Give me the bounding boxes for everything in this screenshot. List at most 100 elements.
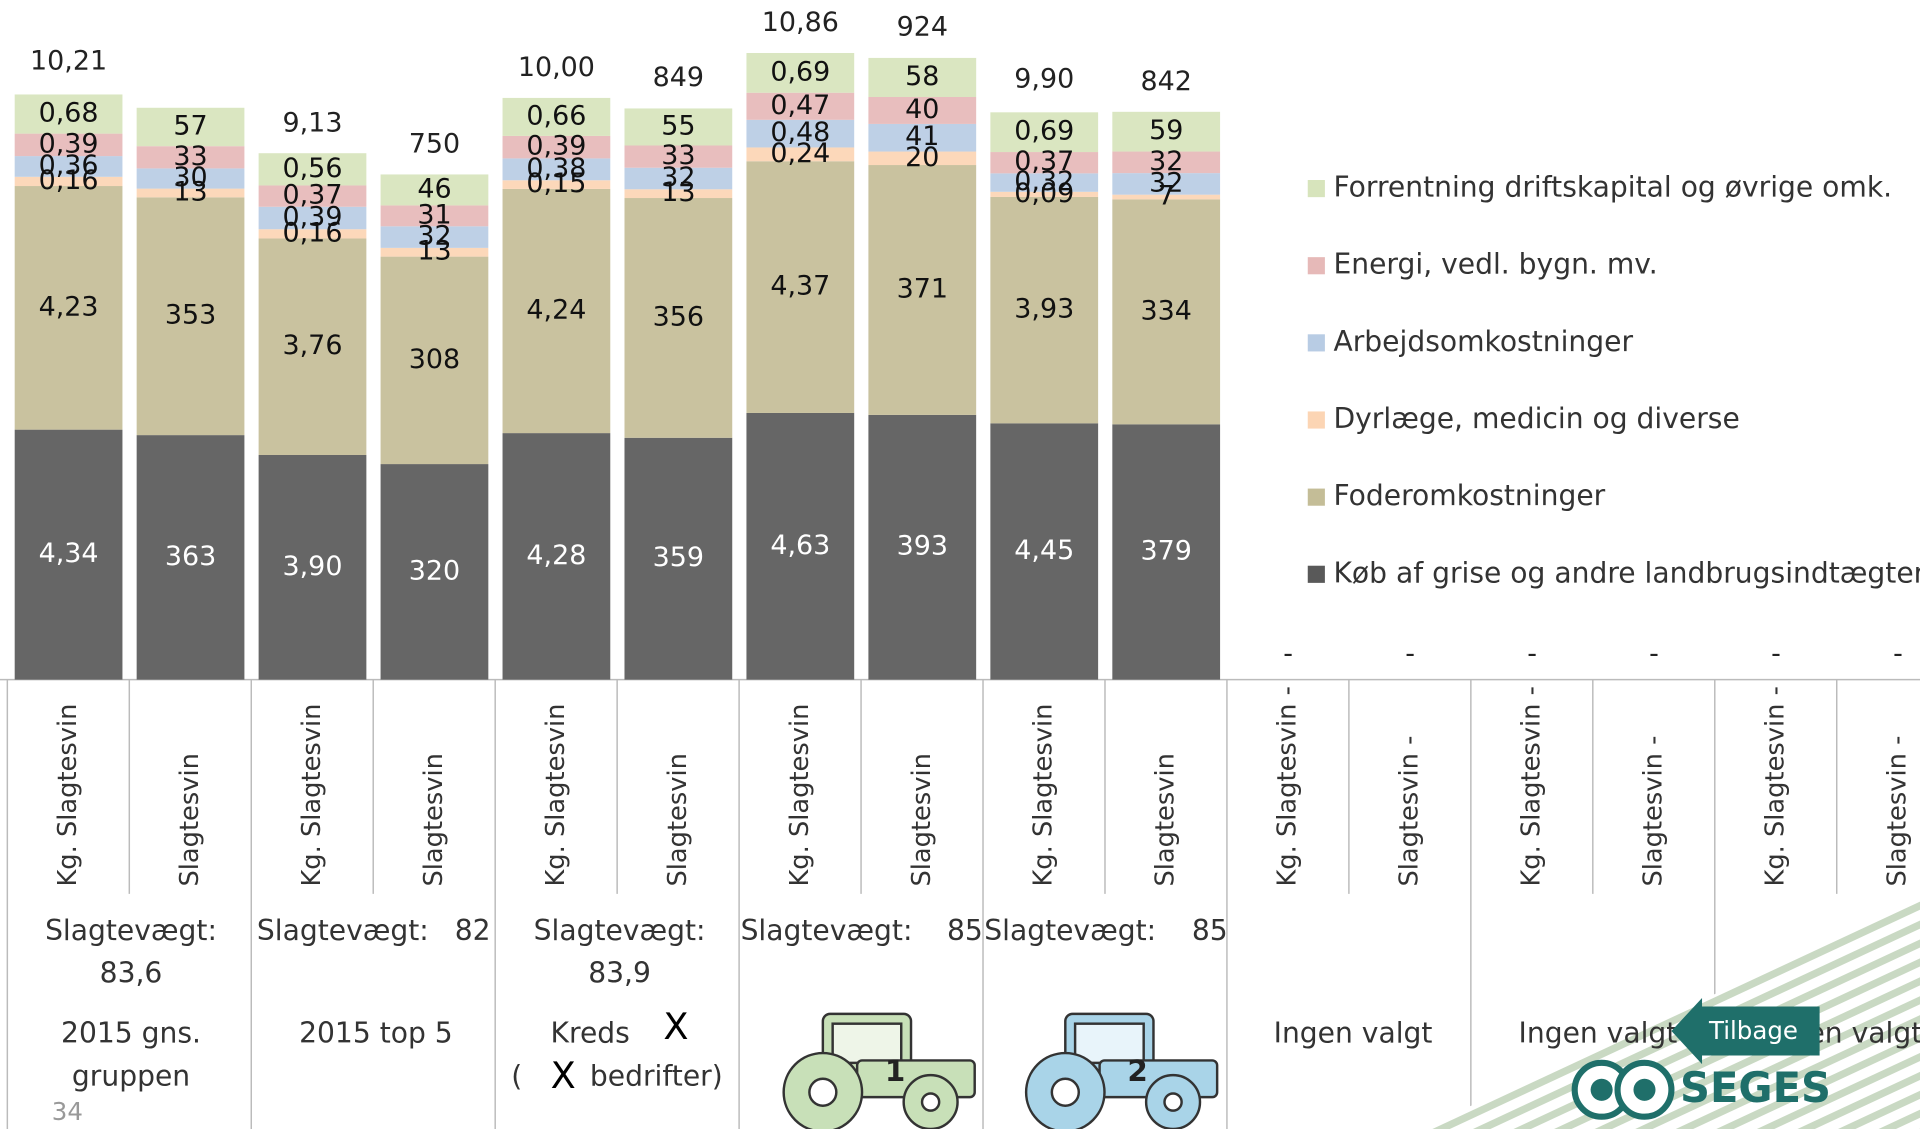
bar-segment [502, 135, 611, 159]
group-weight-label: Slagtevægt: [741, 914, 913, 947]
bar-segment [380, 464, 489, 680]
group-name: Ingen valgt [1519, 1017, 1678, 1050]
bar-segment [624, 198, 733, 438]
group-weight: 85 [1192, 914, 1228, 947]
bar-segment [258, 229, 367, 239]
legend-label: Arbejdsomkostninger [1333, 325, 1633, 358]
x-tick-label: Kg. Slagtesvin - [1761, 686, 1791, 886]
x-tick-label: Slagtesvin - [1395, 736, 1425, 887]
data-label: 4,24 [526, 295, 586, 326]
data-label: 0,69 [1014, 116, 1074, 147]
data-label: 4,63 [770, 530, 830, 561]
total-label: - [1649, 639, 1659, 670]
x-tick-label: Kg. Slagtesvin [541, 704, 571, 887]
bar-segment [1112, 194, 1221, 200]
bar-segment [14, 429, 123, 680]
data-label: 0,37 [1014, 146, 1074, 177]
bar-segment [1112, 199, 1221, 425]
data-label: 33 [661, 140, 695, 171]
bar-segment [502, 433, 611, 680]
data-label: 4,37 [770, 271, 830, 302]
decoration [1420, 900, 1920, 1129]
group-weight-label: Slagtevægt: [984, 914, 1156, 947]
group-name: 2015 top 5 [299, 1017, 453, 1050]
data-label: 13 [173, 176, 207, 207]
total-label: - [1893, 639, 1903, 670]
data-label: 57 [173, 110, 207, 141]
data-label: 0,36 [39, 150, 99, 181]
logo: SEGES [1571, 1059, 1831, 1120]
data-label: 4,34 [39, 538, 99, 569]
data-label: 30 [173, 162, 207, 193]
total-label: 9,13 [283, 107, 343, 138]
data-label: 13 [661, 177, 695, 208]
data-label: 371 [897, 273, 948, 304]
bar-segment [380, 247, 489, 257]
total-label: 849 [653, 62, 704, 93]
group-name: 2015 gns. [61, 1017, 201, 1050]
data-label: 0,32 [1014, 166, 1074, 197]
data-label: 4,45 [1014, 535, 1074, 566]
bar-segment [258, 238, 367, 455]
total-label: - [1405, 639, 1415, 670]
bar-segment [1112, 151, 1221, 174]
bar-segment [136, 197, 245, 436]
legend-swatch [1307, 565, 1325, 583]
data-label: 7 [1158, 181, 1175, 212]
bar-segment [990, 173, 1099, 192]
bar-segment [990, 152, 1099, 174]
bar-segment [746, 161, 855, 413]
data-label: 0,09 [1014, 178, 1074, 209]
bar-segment [868, 123, 977, 152]
bar-segment [502, 180, 611, 189]
bar-segment [136, 168, 245, 189]
group-name: Ingen valgt [1274, 1017, 1433, 1050]
button-label[interactable]: Tilbage [1708, 1016, 1798, 1045]
data-label: 0,37 [283, 180, 343, 211]
back-button[interactable]: Tilbage [1671, 997, 1820, 1065]
data-label: 0,56 [283, 153, 343, 184]
legend-swatch [1307, 411, 1325, 429]
bar-segment [868, 151, 977, 166]
legend-label: Energi, vedl. bygn. mv. [1333, 248, 1657, 281]
data-label: 3,93 [1014, 294, 1074, 325]
total-label: 9,90 [1014, 64, 1074, 95]
x-tick-label: Slagtesvin [1151, 753, 1181, 886]
bar-segment [1112, 173, 1221, 195]
data-label: 0,24 [770, 138, 830, 169]
bar-segment [380, 226, 489, 248]
bar-segment [14, 94, 123, 134]
total-label: 10,00 [518, 52, 595, 83]
data-label: 40 [905, 94, 939, 125]
x-tick-label: Slagtesvin [175, 753, 205, 886]
bar-segment [990, 196, 1099, 424]
data-label: 0,47 [770, 90, 830, 121]
legend-swatch [1307, 257, 1325, 275]
bar-segment [502, 97, 611, 136]
data-label: 356 [653, 301, 704, 332]
bar-segment [624, 167, 733, 190]
total-label: 842 [1141, 66, 1192, 97]
group-weight: 82 [455, 914, 491, 947]
data-label: 3,76 [283, 330, 343, 361]
redaction-mark: X [551, 1054, 576, 1097]
bar-segment [136, 107, 245, 147]
legend-swatch [1307, 334, 1325, 352]
group-name: ( [511, 1060, 522, 1093]
data-label: 32 [661, 162, 695, 193]
data-label: 55 [661, 110, 695, 141]
bar-segment [258, 185, 367, 207]
redaction-mark: X [663, 1005, 688, 1048]
page-number: 34 [52, 1097, 83, 1126]
legend-label: Dyrlæge, medicin og diverse [1333, 402, 1739, 435]
bar-segment [502, 188, 611, 434]
group-weight-label: Slagtevægt: [45, 914, 217, 947]
x-tick-label: Kg. Slagtesvin [1029, 704, 1059, 887]
tractor-icon [1024, 1012, 1219, 1129]
x-tick-label: Slagtesvin [907, 753, 937, 886]
data-label: 359 [653, 542, 704, 573]
group-weight: 83,6 [100, 957, 163, 990]
data-label: 41 [905, 121, 939, 152]
legend-label: Foderomkostninger [1333, 479, 1605, 512]
bar-segment [258, 454, 367, 680]
